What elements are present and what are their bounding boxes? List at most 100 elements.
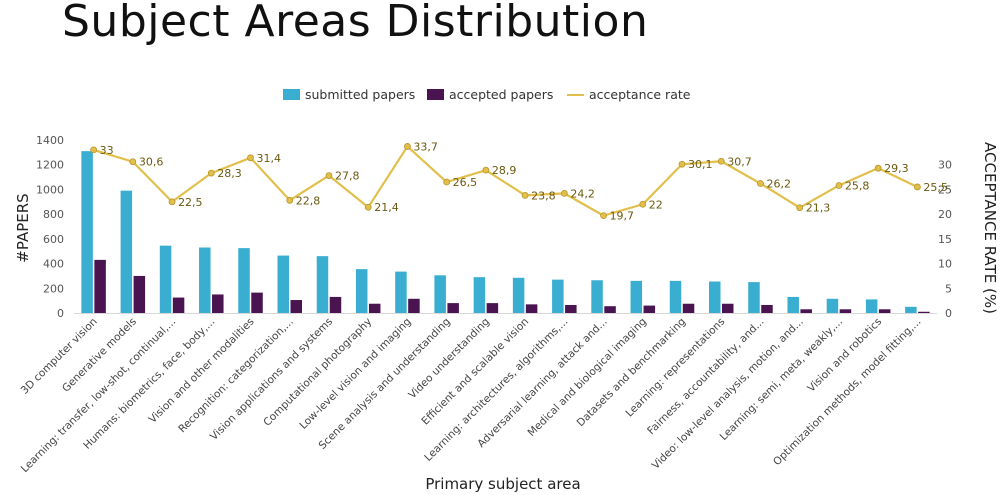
rate-point [168, 198, 176, 206]
right-tick-label: 30 [938, 159, 952, 172]
rate-point [639, 200, 647, 208]
legend-item-accepted: accepted papers [427, 87, 553, 102]
right-y-axis: 0 5 10 15 20 25 30 [938, 159, 952, 320]
bar-submitted [355, 269, 368, 313]
bar-submitted [199, 247, 211, 313]
right-tick-label: 5 [945, 282, 952, 295]
rate-data-label: 22 [649, 198, 663, 211]
x-category-label: Learning: architectures, algorithms,... [422, 316, 570, 464]
bar-submitted [552, 279, 564, 313]
rate-point [129, 158, 137, 166]
rate-line-path [93, 145, 918, 217]
bar-series [74, 151, 937, 314]
bar-submitted [512, 277, 525, 313]
rate-point [874, 164, 882, 172]
x-category-label: Learning: transfer, low-shot, continual,… [19, 316, 178, 475]
bar-submitted [159, 245, 172, 313]
bar-submitted [120, 190, 133, 313]
x-category-label: Optimization methods, model fitting,... [771, 316, 924, 469]
left-y-axis: 0 200 400 600 800 1000 1200 1400 [36, 134, 64, 320]
bar-submitted [316, 256, 329, 313]
left-tick-label: 600 [43, 233, 64, 246]
bar-accepted [604, 306, 616, 313]
rate-point [717, 157, 725, 165]
rate-point [482, 166, 490, 174]
x-axis-title: Primary subject area [425, 475, 580, 493]
bar-accepted [133, 275, 146, 313]
bar-accepted [172, 297, 185, 313]
rate-point [286, 196, 294, 204]
rate-point [364, 203, 372, 211]
rate-point [325, 172, 333, 179]
bar-accepted [212, 294, 224, 313]
bar-accepted [565, 304, 577, 313]
rate-data-label: 31,4 [257, 152, 282, 165]
bar-accepted [329, 296, 342, 313]
bar-submitted [238, 248, 250, 313]
left-tick-label: 1000 [36, 183, 64, 196]
rate-data-label: 33,7 [413, 140, 438, 153]
rate-point [913, 183, 921, 191]
bar-accepted [525, 304, 538, 313]
bar-submitted [277, 255, 289, 313]
bar-accepted [682, 303, 695, 313]
bar-submitted [395, 271, 407, 313]
bar-accepted [251, 292, 263, 313]
bar-submitted [865, 299, 878, 313]
y2-axis-title: ACCEPTANCE RATE (%) [981, 142, 999, 314]
rate-data-label: 27,8 [335, 170, 360, 183]
rate-data-label: 28,9 [492, 164, 517, 177]
y-axis-title: #PAPERS [14, 193, 32, 262]
bar-accepted [290, 300, 302, 313]
bar-accepted [486, 303, 499, 313]
right-tick-label: 20 [938, 208, 952, 221]
bar-submitted [669, 280, 682, 313]
left-tick-label: 1200 [36, 159, 64, 172]
bar-accepted [643, 305, 656, 313]
acceptance-rate-line: 33 30,6 22,5 28,3 31,4 22,8 27,8 21,4 33,7 26,5 28… [90, 140, 948, 223]
bar-submitted [787, 296, 799, 313]
rate-data-label: 30,7 [727, 155, 752, 168]
rate-point [207, 169, 215, 177]
rate-point [247, 154, 254, 162]
bar-accepted [447, 303, 459, 313]
rate-data-label: 29,3 [884, 162, 909, 175]
right-tick-label: 0 [945, 307, 952, 320]
bar-submitted [826, 298, 839, 313]
x-category-label: 3D computer vision [19, 316, 100, 397]
legend-swatch [283, 89, 300, 100]
bar-submitted [434, 275, 446, 313]
bar-accepted [918, 311, 930, 313]
right-tick-label: 15 [938, 233, 952, 246]
x-category-label: Generative models [60, 316, 139, 395]
rate-point [678, 160, 686, 168]
legend-label: accepted papers [449, 87, 553, 102]
rate-data-label: 21,4 [374, 201, 399, 214]
rate-data-label: 22,8 [296, 194, 321, 207]
rate-data-label: 22,5 [178, 196, 203, 209]
bar-submitted [591, 280, 603, 313]
right-tick-label: 25 [938, 183, 952, 196]
bar-submitted [905, 306, 917, 313]
rate-point [521, 191, 529, 199]
legend-label: acceptance rate [589, 87, 691, 102]
left-tick-label: 800 [43, 208, 64, 221]
rate-data-label: 19,7 [610, 210, 635, 223]
left-tick-label: 0 [57, 307, 64, 320]
legend-item-rate: acceptance rate [567, 87, 691, 102]
bar-submitted [748, 282, 760, 313]
rate-data-label: 28,3 [217, 167, 242, 180]
rate-point [560, 189, 568, 197]
rate-data-label: 33 [100, 144, 114, 157]
rate-point [600, 212, 607, 220]
rate-point [835, 182, 843, 189]
left-tick-label: 1400 [36, 134, 64, 147]
legend-item-submitted: submitted papers [283, 87, 415, 102]
bar-accepted [839, 309, 852, 313]
rate-point [796, 204, 804, 212]
bar-accepted [408, 298, 420, 313]
bar-accepted [800, 309, 812, 313]
rate-point [443, 178, 451, 186]
rate-data-label: 21,3 [806, 202, 831, 215]
